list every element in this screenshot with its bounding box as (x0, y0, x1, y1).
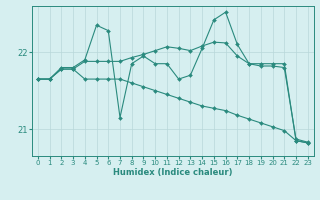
X-axis label: Humidex (Indice chaleur): Humidex (Indice chaleur) (113, 168, 233, 177)
